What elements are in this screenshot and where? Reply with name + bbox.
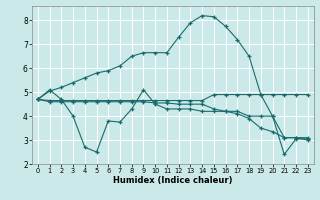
X-axis label: Humidex (Indice chaleur): Humidex (Indice chaleur): [113, 176, 233, 185]
